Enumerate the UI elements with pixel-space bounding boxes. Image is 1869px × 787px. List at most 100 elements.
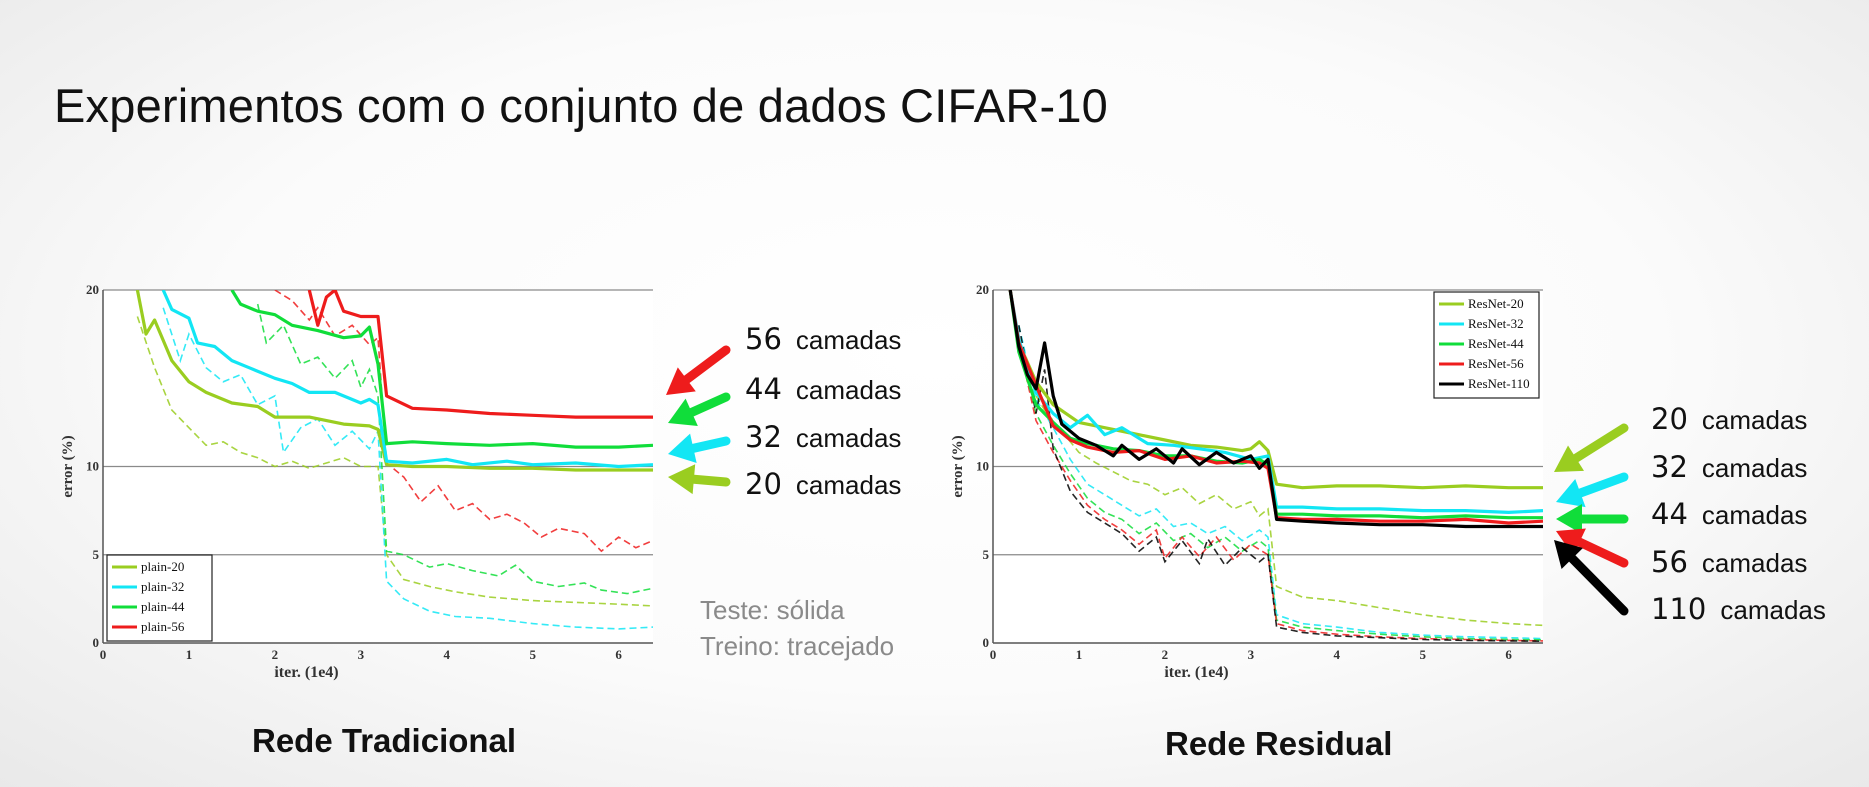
legend-entry-plain-56: plain-56 (141, 619, 185, 634)
x-tick-label-2: 2 (1162, 647, 1169, 662)
x-tick-label-0: 0 (990, 647, 997, 662)
series-plain-44-test (230, 290, 653, 449)
x-tick-label-3: 3 (1248, 647, 1255, 662)
arrow-right-20-shaft (1571, 423, 1629, 463)
layer-label-44: 44 camadas (745, 372, 901, 406)
y-tick-label-5: 5 (93, 547, 100, 562)
x-axis-label: iter. (1e4) (274, 664, 338, 681)
legend-entry-resnet-110: ResNet-110 (1468, 376, 1530, 391)
series-plain-20-train (136, 316, 653, 607)
layer-count: 20 (1651, 402, 1688, 436)
layer-count: 32 (1651, 450, 1688, 484)
y-tick-label-20: 20 (976, 282, 989, 297)
arrow-left-44-head (668, 398, 698, 427)
series-plain-32-train (162, 307, 653, 630)
chart-plain: 0 1 2 3 4 5 6 0 5 10 20 iter. (1e4) error (%) plain-2… (60, 282, 653, 681)
layer-word: camadas (795, 375, 902, 405)
legend-entry-resnet-20: ResNet-20 (1468, 296, 1524, 311)
series-plain-20-test (135, 290, 653, 472)
y-tick-label-10: 10 (86, 459, 99, 474)
legend: plain-20 plain-32 plain-44 plain-56 (106, 554, 213, 642)
series-resnet-56-train (1018, 342, 1543, 642)
layer-count: 44 (1651, 497, 1688, 531)
layer-count: 32 (745, 420, 782, 454)
layer-count: 44 (745, 372, 782, 406)
caption-residual: Rede Residual (1165, 725, 1393, 762)
x-tick-label-6: 6 (615, 647, 622, 662)
y-tick-label-0: 0 (93, 635, 100, 650)
arrow-right-56-head (1556, 528, 1586, 556)
x-tick-label-1: 1 (1076, 647, 1083, 662)
series-resnet-20-train (1009, 290, 1543, 627)
note-train: Treino: tracejado (700, 631, 895, 661)
layer-label-56: 56 camadas (1651, 545, 1807, 579)
arrow-left-32-head (668, 433, 697, 463)
series-plain-56-test (307, 290, 653, 419)
layer-count: 56 (1651, 545, 1688, 579)
arrow-right-44-head (1556, 504, 1582, 534)
series-resnet-110-test (1008, 290, 1543, 529)
layer-label-20: 20 camadas (1651, 402, 1807, 436)
x-tick-label-1: 1 (186, 647, 193, 662)
layer-count: 56 (745, 322, 782, 356)
series-resnet-32-train (1018, 325, 1543, 640)
arrow-left-44-shaft (687, 392, 731, 417)
layer-count: 20 (745, 467, 782, 501)
layer-label-20: 20 camadas (745, 467, 901, 501)
layer-word: camadas (1701, 405, 1808, 435)
legend-entry-resnet-32: ResNet-32 (1468, 316, 1524, 331)
series-plain-56-train (274, 290, 653, 553)
x-axis-label: iter. (1e4) (1164, 664, 1228, 681)
layer-word: camadas (795, 423, 902, 453)
y-tick-label-20: 20 (86, 282, 99, 297)
layer-word: camadas (795, 325, 902, 355)
legend-entry-resnet-56: ResNet-56 (1468, 356, 1524, 371)
layer-word: camadas (1701, 548, 1808, 578)
slide-title: Experimentos com o conjunto de dados CIF… (54, 79, 1108, 132)
y-tick-label-0: 0 (983, 635, 990, 650)
caption-traditional: Rede Tradicional (252, 722, 517, 759)
y-tick-label-5: 5 (983, 547, 990, 562)
y-axis-label: error (%) (950, 435, 966, 497)
layer-label-32: 32 camadas (745, 420, 901, 454)
x-tick-label-4: 4 (444, 647, 451, 662)
note-test: Teste: sólida (700, 595, 845, 625)
series-resnet-20-test (1008, 290, 1543, 490)
layer-count: 110 (1651, 592, 1707, 626)
legend: ResNet-20 ResNet-32 ResNet-44 ResNet-56 ResN… (1433, 291, 1540, 399)
legend-note: Teste: sólida Treino: tracejado (700, 592, 894, 664)
x-tick-label-2: 2 (272, 647, 279, 662)
layer-label-32: 32 camadas (1651, 450, 1807, 484)
x-tick-label-0: 0 (100, 647, 107, 662)
y-axis-label: error (%) (60, 435, 76, 497)
x-tick-label-3: 3 (358, 647, 365, 662)
arrow-right-110-head (1554, 540, 1583, 570)
layer-word: camadas (1701, 453, 1808, 483)
arrow-left-56-head (666, 367, 696, 395)
arrow-right-32-head (1556, 478, 1586, 508)
layer-label-44: 44 camadas (1651, 497, 1807, 531)
layer-word: camadas (1701, 500, 1808, 530)
arrow-left-20-head (668, 464, 696, 495)
legend-entry-resnet-44: ResNet-44 (1468, 336, 1524, 351)
arrow-right-56-shaft (1575, 537, 1629, 568)
arrow-left-56-shaft (682, 345, 731, 384)
x-tick-label-5: 5 (529, 647, 536, 662)
legend-box (1433, 291, 1540, 399)
arrow-right-110-shaft (1567, 554, 1629, 616)
series-resnet-44-train (1018, 342, 1543, 641)
arrow-left-20-shaft (689, 474, 731, 487)
y-tick-label-10: 10 (976, 459, 989, 474)
layer-label-110: 110 camadas (1651, 592, 1826, 626)
chart-resnet: 0 1 2 3 4 5 6 0 5 10 20 iter. (1e4) error (%) ResNet-… (950, 282, 1543, 681)
x-tick-label-5: 5 (1419, 647, 1426, 662)
legend-entry-plain-20: plain-20 (141, 559, 184, 574)
x-tick-label-4: 4 (1334, 647, 1341, 662)
layer-label-56: 56 camadas (745, 322, 901, 356)
arrow-right-32-shaft (1575, 472, 1629, 498)
series-resnet-110-train (1018, 325, 1543, 642)
legend-entry-plain-32: plain-32 (141, 579, 184, 594)
x-tick-label-6: 6 (1505, 647, 1512, 662)
layer-word: camadas (1720, 595, 1826, 625)
